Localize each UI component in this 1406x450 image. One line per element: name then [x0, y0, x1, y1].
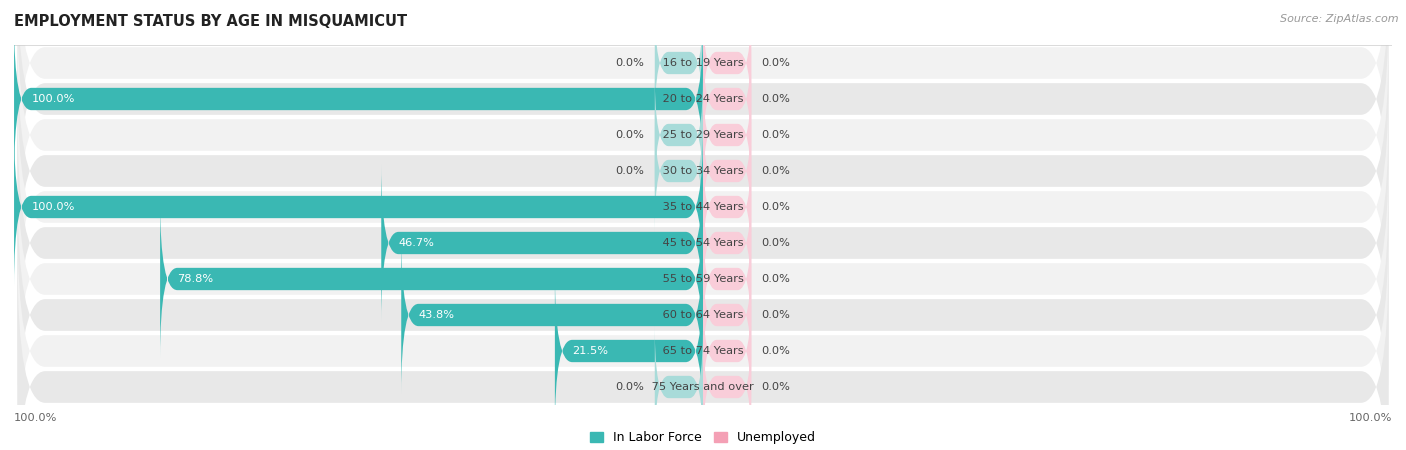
FancyBboxPatch shape — [655, 2, 703, 124]
Text: 100.0%: 100.0% — [31, 94, 75, 104]
Text: 60 to 64 Years: 60 to 64 Years — [659, 310, 747, 320]
FancyBboxPatch shape — [17, 223, 1389, 450]
Text: 0.0%: 0.0% — [762, 238, 790, 248]
Text: 21.5%: 21.5% — [572, 346, 609, 356]
FancyBboxPatch shape — [160, 200, 703, 358]
FancyBboxPatch shape — [703, 38, 751, 160]
FancyBboxPatch shape — [655, 326, 703, 448]
FancyBboxPatch shape — [703, 110, 751, 232]
FancyBboxPatch shape — [17, 151, 1389, 407]
Text: 0.0%: 0.0% — [762, 58, 790, 68]
Text: 0.0%: 0.0% — [762, 382, 790, 392]
FancyBboxPatch shape — [555, 272, 703, 430]
Text: 35 to 44 Years: 35 to 44 Years — [659, 202, 747, 212]
Text: 0.0%: 0.0% — [762, 166, 790, 176]
FancyBboxPatch shape — [17, 259, 1389, 450]
FancyBboxPatch shape — [655, 110, 703, 232]
Text: 0.0%: 0.0% — [616, 130, 644, 140]
FancyBboxPatch shape — [703, 218, 751, 340]
Text: 0.0%: 0.0% — [762, 310, 790, 320]
Text: 0.0%: 0.0% — [762, 130, 790, 140]
FancyBboxPatch shape — [17, 7, 1389, 263]
Text: 0.0%: 0.0% — [616, 382, 644, 392]
Text: 46.7%: 46.7% — [398, 238, 434, 248]
Legend: In Labor Force, Unemployed: In Labor Force, Unemployed — [585, 426, 821, 449]
FancyBboxPatch shape — [17, 0, 1389, 227]
Text: 45 to 54 Years: 45 to 54 Years — [659, 238, 747, 248]
Text: 78.8%: 78.8% — [177, 274, 214, 284]
Text: 0.0%: 0.0% — [762, 202, 790, 212]
FancyBboxPatch shape — [703, 182, 751, 304]
Text: 0.0%: 0.0% — [762, 346, 790, 356]
FancyBboxPatch shape — [17, 115, 1389, 371]
FancyBboxPatch shape — [703, 326, 751, 448]
Text: 100.0%: 100.0% — [1348, 413, 1392, 423]
Text: 0.0%: 0.0% — [762, 94, 790, 104]
FancyBboxPatch shape — [17, 43, 1389, 299]
Text: 20 to 24 Years: 20 to 24 Years — [659, 94, 747, 104]
FancyBboxPatch shape — [17, 187, 1389, 443]
Text: 16 to 19 Years: 16 to 19 Years — [659, 58, 747, 68]
Text: 30 to 34 Years: 30 to 34 Years — [659, 166, 747, 176]
Text: 55 to 59 Years: 55 to 59 Years — [659, 274, 747, 284]
FancyBboxPatch shape — [401, 236, 703, 394]
FancyBboxPatch shape — [703, 290, 751, 412]
Text: 25 to 29 Years: 25 to 29 Years — [659, 130, 747, 140]
Text: EMPLOYMENT STATUS BY AGE IN MISQUAMICUT: EMPLOYMENT STATUS BY AGE IN MISQUAMICUT — [14, 14, 408, 28]
Text: 0.0%: 0.0% — [616, 166, 644, 176]
FancyBboxPatch shape — [17, 0, 1389, 191]
Text: 43.8%: 43.8% — [419, 310, 454, 320]
FancyBboxPatch shape — [14, 128, 703, 286]
FancyBboxPatch shape — [655, 74, 703, 196]
Text: 100.0%: 100.0% — [31, 202, 75, 212]
FancyBboxPatch shape — [14, 20, 703, 178]
FancyBboxPatch shape — [703, 146, 751, 268]
FancyBboxPatch shape — [703, 254, 751, 376]
Text: Source: ZipAtlas.com: Source: ZipAtlas.com — [1281, 14, 1399, 23]
Text: 65 to 74 Years: 65 to 74 Years — [659, 346, 747, 356]
Text: 0.0%: 0.0% — [762, 274, 790, 284]
FancyBboxPatch shape — [703, 74, 751, 196]
FancyBboxPatch shape — [703, 2, 751, 124]
Text: 75 Years and over: 75 Years and over — [648, 382, 758, 392]
FancyBboxPatch shape — [17, 79, 1389, 335]
Text: 0.0%: 0.0% — [616, 58, 644, 68]
Text: 100.0%: 100.0% — [14, 413, 58, 423]
FancyBboxPatch shape — [381, 164, 703, 322]
